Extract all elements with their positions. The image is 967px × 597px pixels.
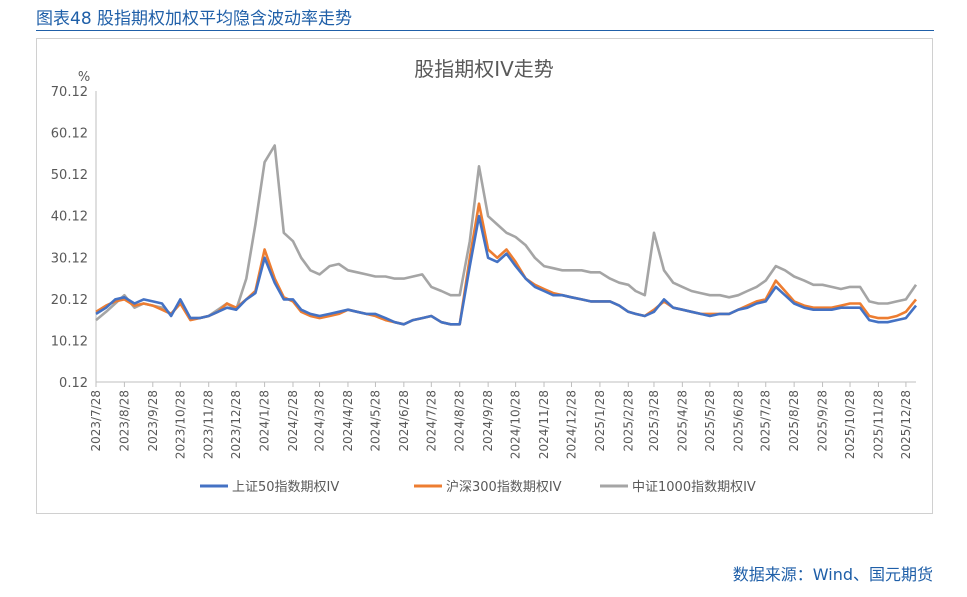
chart-plot: 股指期权IV走势 % 0.12 10.12 20.12 30.12 40.12 50.12… — [51, 57, 918, 495]
y-tick-labels: 0.12 10.12 20.12 30.12 40.12 50.12 60.12 70.12 — [51, 85, 88, 391]
x-tick-label: 2024/6/28 — [397, 390, 411, 452]
x-tick-label: 2023/11/28 — [202, 390, 216, 459]
y-tick-label: 70.12 — [51, 85, 88, 100]
y-tick-label: 60.12 — [51, 127, 88, 142]
legend-label: 中证1000指数期权IV — [632, 479, 756, 495]
series-lines — [95, 144, 918, 326]
x-tick-label: 2025/9/28 — [816, 390, 830, 452]
x-tick-label: 2024/7/28 — [424, 390, 438, 452]
series-line-0 — [95, 214, 918, 326]
x-tick-label: 2024/8/28 — [453, 390, 467, 452]
x-tick-label: 2025/12/28 — [899, 390, 913, 459]
x-tick-label: 2024/12/28 — [565, 390, 579, 459]
caption-rule — [36, 30, 934, 31]
y-tick-label: 20.12 — [51, 293, 88, 308]
y-tick-label: 50.12 — [51, 168, 88, 183]
x-tick-label: 2024/5/28 — [368, 390, 382, 452]
x-tick-label: 2023/10/28 — [173, 390, 187, 459]
x-tick-label: 2024/9/28 — [481, 390, 495, 452]
x-tick-label: 2025/4/28 — [675, 390, 689, 452]
x-tick-label: 2025/6/28 — [731, 390, 745, 452]
x-tick-labels: 2023/7/28 2023/8/28 2023/9/28 2023/10/28 202… — [89, 382, 913, 459]
x-tick-label: 2025/1/28 — [593, 390, 607, 452]
x-tick-label: 2024/10/28 — [509, 390, 523, 459]
x-tick-label: 2024/1/28 — [258, 390, 272, 452]
legend-label: 沪深300指数期权IV — [446, 479, 562, 495]
x-tick-label: 2024/3/28 — [313, 390, 327, 452]
y-tick-label: 0.12 — [59, 376, 88, 391]
series-line-1 — [95, 202, 918, 326]
legend-label: 上证50指数期权IV — [232, 479, 339, 495]
x-tick-label: 2025/3/28 — [647, 390, 661, 452]
x-tick-label: 2023/8/28 — [117, 390, 131, 452]
x-tick-label: 2023/7/28 — [89, 390, 103, 452]
x-tick-label: 2025/2/28 — [621, 390, 635, 452]
chart-legend: 上证50指数期权IV 沪深300指数期权IV 中证1000指数期权IV — [200, 479, 756, 495]
y-tick-label: 30.12 — [51, 251, 88, 266]
x-tick-label: 2024/2/28 — [286, 390, 300, 452]
y-axis-unit-label: % — [78, 70, 90, 85]
x-tick-label: 2023/12/28 — [229, 390, 243, 459]
x-tick-label: 2025/8/28 — [787, 390, 801, 452]
x-tick-label: 2025/11/28 — [871, 390, 885, 459]
x-tick-label: 2023/9/28 — [146, 390, 160, 452]
x-tick-label: 2025/10/28 — [843, 390, 857, 459]
chart-title: 股指期权IV走势 — [414, 57, 554, 81]
x-tick-label: 2024/4/28 — [341, 390, 355, 452]
chart-frame — [36, 38, 933, 514]
x-tick-label: 2025/7/28 — [759, 390, 773, 452]
data-source: 数据来源：Wind、国元期货 — [732, 565, 933, 584]
figure-caption: 图表48 股指期权加权平均隐含波动率走势 — [36, 9, 353, 29]
y-tick-label: 10.12 — [51, 334, 88, 349]
x-tick-label: 2025/5/28 — [703, 390, 717, 452]
x-tick-label: 2024/11/28 — [537, 390, 551, 459]
y-tick-label: 40.12 — [51, 210, 88, 225]
series-line-2 — [95, 144, 918, 322]
